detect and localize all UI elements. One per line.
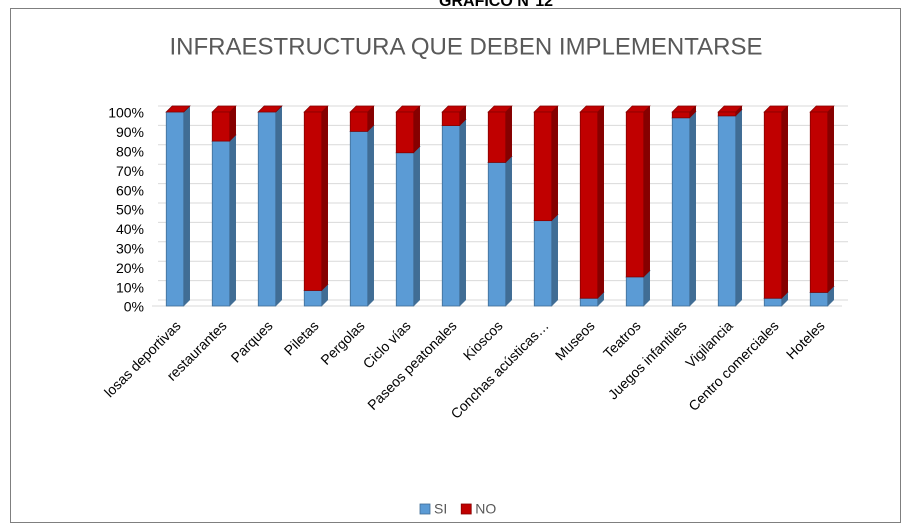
bar-top (165, 105, 191, 113)
y-tick-label: 70% (116, 163, 144, 179)
bar-side (413, 105, 420, 154)
bar (257, 111, 277, 307)
heading: GRÁFICO N°12 (439, 0, 553, 10)
y-tick-label: 10% (116, 279, 144, 295)
y-tick-label: 100% (108, 105, 144, 121)
chart-title: INFRAESTRUCTURA QUE DEBEN IMPLEMENTARSE (170, 33, 763, 60)
bar (349, 130, 369, 307)
bar-side (827, 105, 834, 294)
bar (303, 111, 323, 291)
bar-side (459, 118, 466, 307)
bar (625, 111, 645, 278)
bar-side (321, 105, 328, 292)
bar-top (257, 105, 283, 113)
bar (395, 111, 415, 154)
bar (487, 162, 507, 307)
bar-side (505, 105, 512, 164)
bar-side (505, 155, 512, 307)
y-tick-label: 50% (116, 202, 144, 218)
bar (625, 276, 645, 307)
bar-side (275, 105, 282, 307)
bar (717, 115, 737, 307)
y-tick-label: 80% (116, 144, 144, 160)
bar (441, 111, 461, 126)
bar (717, 111, 737, 117)
bar (349, 111, 369, 132)
y-tick-label: 30% (116, 241, 144, 257)
bar (809, 292, 829, 307)
bar (395, 152, 415, 307)
bar (533, 220, 553, 307)
y-tick-label: 0% (124, 299, 144, 315)
bar-side (183, 105, 190, 307)
bar-side (367, 124, 374, 307)
bar-side (229, 134, 236, 307)
bar (165, 111, 185, 307)
bar (763, 297, 783, 307)
bar (579, 111, 599, 299)
bar-side (735, 109, 742, 307)
y-tick-label: 20% (116, 260, 144, 276)
bar (211, 140, 231, 307)
legend-swatch (460, 503, 472, 515)
bar (671, 117, 691, 307)
y-tick-label: 40% (116, 221, 144, 237)
bar-side (781, 105, 788, 299)
bar (441, 125, 461, 307)
bar (211, 111, 231, 142)
bar-side (643, 105, 650, 278)
bar (763, 111, 783, 299)
bar (533, 111, 553, 222)
bar (487, 111, 507, 163)
legend-label: SI (434, 501, 447, 517)
y-tick-label: 60% (116, 182, 144, 198)
legend-label: NO (475, 501, 496, 517)
bar-side (597, 105, 604, 299)
y-tick-label: 90% (116, 124, 144, 140)
bar (579, 297, 599, 307)
bar-side (551, 105, 558, 222)
bar-side (689, 111, 696, 307)
bar (809, 111, 829, 293)
bar (671, 111, 691, 119)
bar (303, 290, 323, 307)
bar-side (413, 146, 420, 307)
bar-side (551, 214, 558, 307)
legend-swatch (419, 503, 431, 515)
